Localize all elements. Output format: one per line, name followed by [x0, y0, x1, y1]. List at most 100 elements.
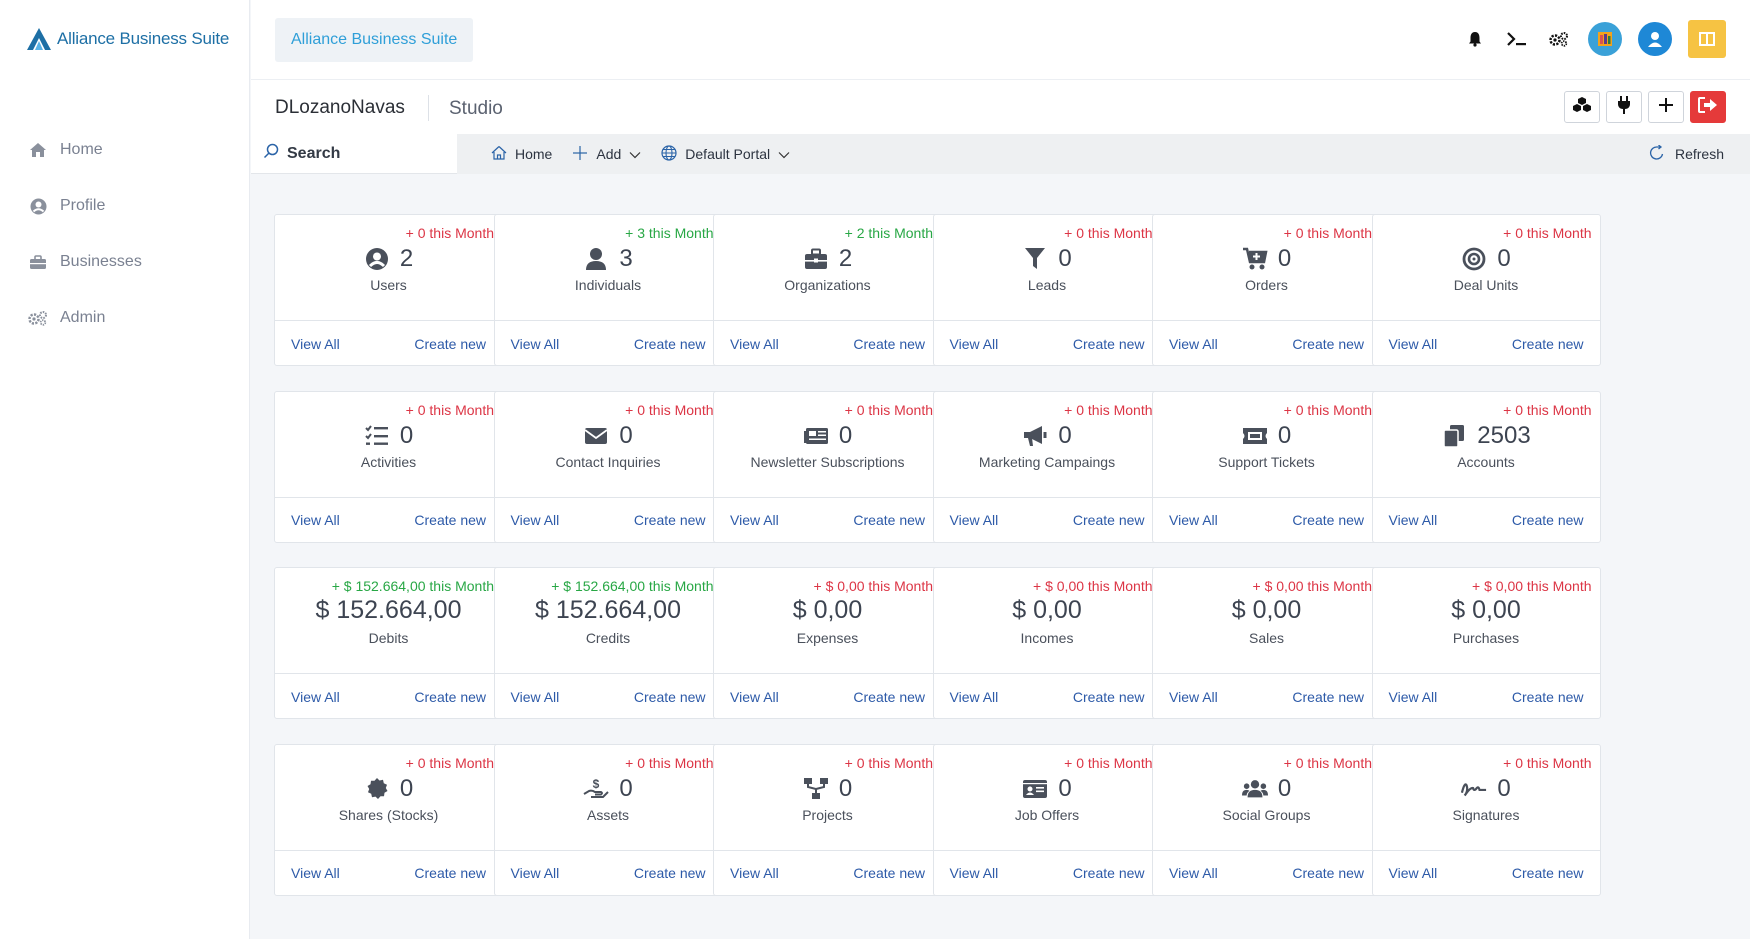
add-menu[interactable]: Add [572, 145, 641, 164]
view-all-link[interactable]: View All [510, 335, 560, 352]
search-input[interactable]: Search [251, 134, 457, 174]
create-new-link[interactable]: Create new [1072, 688, 1145, 705]
user-name[interactable]: DLozanoNavas [275, 97, 405, 118]
create-new-link[interactable]: Create new [1292, 688, 1364, 705]
sidebar-item-home[interactable]: Home [0, 122, 250, 178]
globe-icon [661, 144, 677, 164]
create-new-link[interactable]: Create new [1511, 865, 1584, 881]
view-all-link[interactable]: View All [730, 865, 779, 881]
view-all-link[interactable]: View All [949, 335, 999, 352]
metric-label: Leads [1027, 277, 1067, 293]
view-all-link[interactable]: View All [1169, 335, 1218, 352]
view-all-link[interactable]: View All [291, 335, 340, 352]
sidebar-item-businesses[interactable]: Businesses [0, 234, 250, 290]
target-icon [1461, 246, 1487, 272]
sidebar-item-label: Home [60, 141, 103, 158]
card-footer: View All Create new [934, 321, 1161, 366]
stat-card-support-tickets: + 0 this Month 0 Support Tickets View All Cr… [1152, 390, 1381, 543]
create-new-link[interactable]: Create new [414, 688, 486, 705]
card-body: + 0 this Month 0 Contact Inquiries [494, 392, 722, 498]
create-new-link[interactable]: Create new [414, 512, 486, 528]
cubes-button[interactable] [1564, 91, 1600, 123]
view-all-link[interactable]: View All [730, 335, 779, 352]
create-new-link[interactable]: Create new [633, 512, 706, 528]
stat-card-shares-stocks: + 0 this Month 0 Shares (Stocks) View All Cr… [274, 743, 503, 896]
create-new-link[interactable]: Create new [633, 865, 706, 881]
sidebar-item-profile[interactable]: Profile [0, 178, 250, 234]
sign-out-button[interactable] [1690, 91, 1726, 123]
monthly-delta: + $ 0,00 this Month [1033, 578, 1153, 594]
create-new-link[interactable]: Create new [1072, 512, 1145, 528]
terminal-icon[interactable] [1504, 26, 1530, 52]
create-new-link[interactable]: Create new [1511, 335, 1584, 352]
plug-button[interactable] [1606, 91, 1642, 123]
sidebar-item-label: Admin [60, 309, 106, 326]
create-new-link[interactable]: Create new [1292, 865, 1364, 881]
metric-label: Purchases [1452, 630, 1520, 646]
view-all-link[interactable]: View All [510, 688, 560, 705]
view-all-link[interactable]: View All [1169, 688, 1218, 705]
stat-card-accounts: + 0 this Month 2503 Accounts View All Create… [1371, 390, 1601, 543]
view-all-link[interactable]: View All [730, 512, 779, 528]
create-new-link[interactable]: Create new [853, 688, 925, 705]
create-new-link[interactable]: Create new [414, 865, 486, 881]
portal-selector[interactable]: Default Portal [661, 144, 790, 164]
metric-value: 3 [619, 245, 633, 272]
create-new-link[interactable]: Create new [1511, 688, 1584, 705]
create-new-link[interactable]: Create new [1292, 512, 1364, 528]
gears-icon[interactable] [1546, 26, 1572, 52]
grid-icon[interactable] [1688, 20, 1726, 58]
brand-chip[interactable]: Alliance Business Suite [275, 18, 474, 62]
view-all-link[interactable]: View All [291, 865, 340, 881]
view-all-link[interactable]: View All [1388, 512, 1438, 528]
create-new-link[interactable]: Create new [633, 335, 706, 352]
refresh-button[interactable]: Refresh [1649, 134, 1724, 174]
metric-value: 0 [1058, 245, 1072, 272]
megaphone-icon [1022, 423, 1048, 449]
stat-card-signatures: + 0 this Month 0 Signatures View All Create … [1371, 743, 1601, 896]
create-new-link[interactable]: Create new [853, 865, 925, 881]
logo[interactable]: Alliance Business Suite [27, 28, 229, 50]
create-new-link[interactable]: Create new [414, 335, 486, 352]
view-all-link[interactable]: View All [1169, 512, 1218, 528]
bell-icon[interactable] [1462, 26, 1488, 52]
create-new-link[interactable]: Create new [633, 688, 706, 705]
create-new-link[interactable]: Create new [1292, 335, 1364, 352]
view-all-link[interactable]: View All [949, 512, 999, 528]
create-new-link[interactable]: Create new [1511, 512, 1584, 528]
add-button[interactable] [1648, 91, 1684, 123]
view-all-link[interactable]: View All [510, 512, 560, 528]
monthly-delta: + 0 this Month [1503, 401, 1592, 418]
metric-value: 0 [619, 421, 633, 449]
view-all-link[interactable]: View All [510, 865, 560, 881]
view-all-link[interactable]: View All [1388, 335, 1438, 352]
card-footer: View All Create new [495, 851, 722, 896]
view-all-link[interactable]: View All [1388, 865, 1438, 881]
cubes-icon [1572, 96, 1592, 119]
metric: $0 [495, 775, 722, 803]
svg-text:$: $ [593, 777, 600, 791]
metric: $ 152.664,00 [275, 596, 502, 625]
view-all-link[interactable]: View All [1169, 865, 1218, 881]
card-body: + 0 this Month 0 Leads [933, 215, 1161, 321]
app-icon[interactable] [1588, 22, 1622, 56]
home-link[interactable]: Home [491, 145, 552, 163]
top-icons [1462, 20, 1726, 58]
create-new-link[interactable]: Create new [1072, 865, 1145, 881]
create-new-link[interactable]: Create new [853, 512, 925, 528]
avatar-icon[interactable] [1638, 22, 1672, 56]
hand-dollar-icon: $ [583, 776, 610, 802]
view-all-link[interactable]: View All [291, 688, 340, 705]
metric-value: $ 152.664,00 [535, 596, 681, 624]
add-menu-label: Add [596, 146, 622, 162]
sidebar-item-admin[interactable]: Admin [0, 290, 250, 346]
monthly-delta: + 0 this Month [1064, 754, 1153, 771]
view-all-link[interactable]: View All [949, 865, 999, 881]
view-all-link[interactable]: View All [949, 688, 999, 705]
view-all-link[interactable]: View All [291, 512, 340, 528]
view-all-link[interactable]: View All [1388, 688, 1438, 705]
create-new-link[interactable]: Create new [1072, 335, 1145, 352]
create-new-link[interactable]: Create new [853, 335, 925, 352]
metric: $ 0,00 [714, 596, 941, 625]
view-all-link[interactable]: View All [730, 688, 779, 705]
